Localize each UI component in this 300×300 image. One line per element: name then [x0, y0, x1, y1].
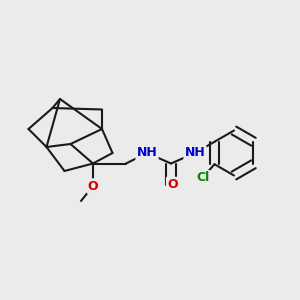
Text: NH: NH [184, 146, 206, 160]
Text: O: O [167, 178, 178, 191]
Text: Cl: Cl [196, 171, 209, 184]
Text: O: O [88, 179, 98, 193]
Text: NH: NH [136, 146, 158, 160]
